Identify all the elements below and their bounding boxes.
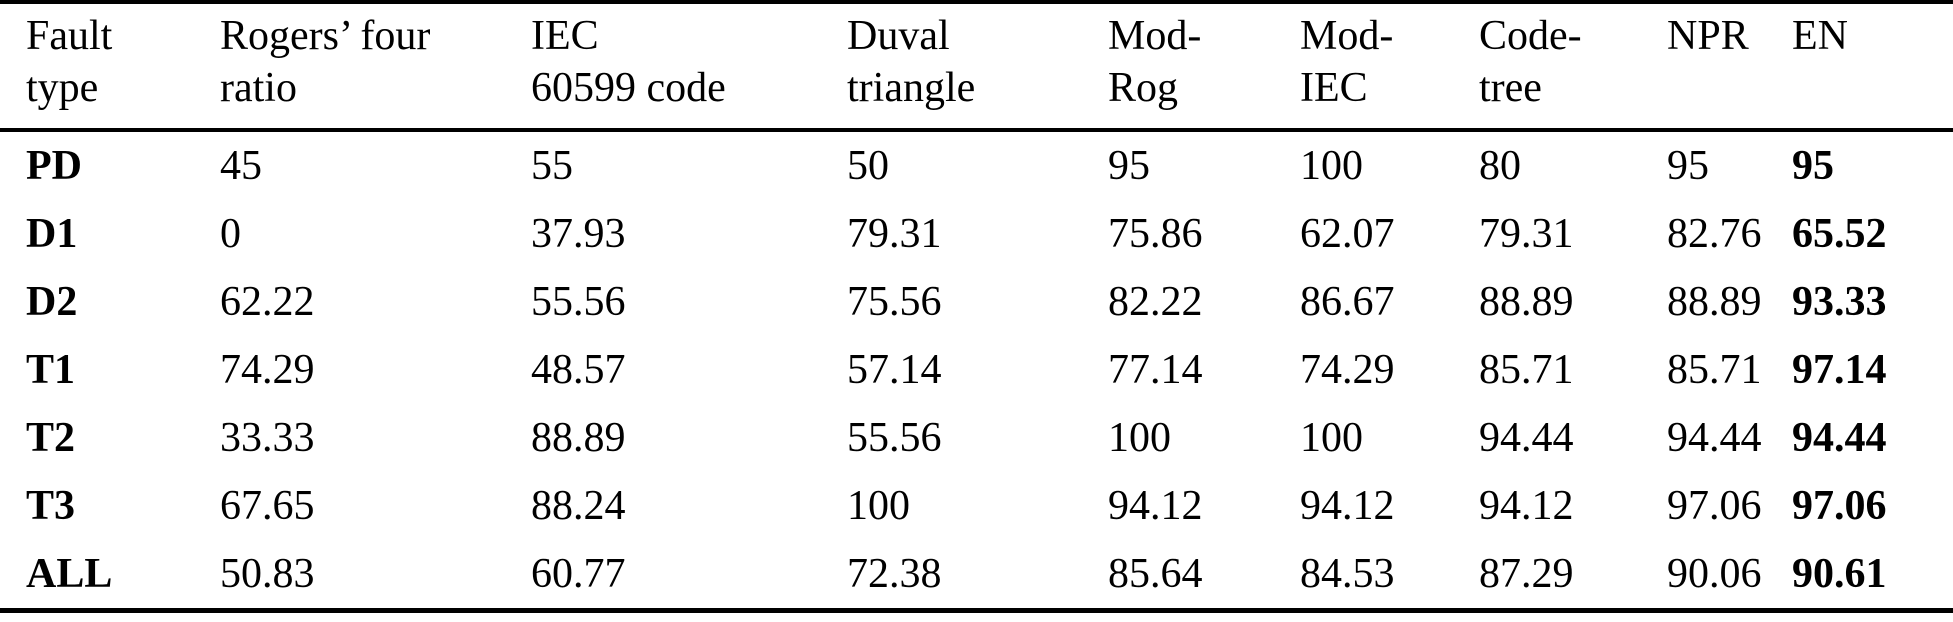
value-cell: 79.31 (1479, 211, 1574, 257)
value-cell: 88.89 (531, 415, 626, 461)
fault-type-cell: D1 (26, 211, 78, 257)
en-value-cell: 65.52 (1792, 211, 1887, 257)
column-header-fault-type: Fault type (0, 2, 220, 132)
value-cell: 100 (847, 483, 910, 529)
column-header-line: IEC (531, 13, 599, 59)
table-row: D1 0 37.93 79.31 75.86 62.07 79.31 82.76 65.52 (0, 200, 1953, 268)
value-cell: 67.65 (220, 483, 315, 529)
value-cell: 86.67 (1300, 279, 1395, 325)
value-cell: 94.44 (1667, 415, 1762, 461)
value-cell: 48.57 (531, 347, 626, 393)
value-cell: 82.76 (1667, 211, 1762, 257)
value-cell: 75.86 (1108, 211, 1203, 257)
value-cell: 85.64 (1108, 551, 1203, 597)
value-cell: 0 (220, 211, 241, 257)
value-cell: 94.44 (1479, 415, 1574, 461)
value-cell: 88.24 (531, 483, 626, 529)
column-header-line: Fault (26, 13, 113, 59)
column-header-line: ratio (220, 65, 297, 111)
column-header-line: Rogers’ four (220, 13, 431, 59)
fault-type-cell: T1 (26, 347, 76, 393)
value-cell: 94.12 (1108, 483, 1203, 529)
fault-type-cell: PD (26, 143, 82, 189)
value-cell: 74.29 (1300, 347, 1395, 393)
column-header-line: NPR (1667, 13, 1749, 59)
value-cell: 100 (1108, 415, 1171, 461)
fault-type-cell: D2 (26, 279, 78, 325)
column-header-line: triangle (847, 65, 976, 111)
column-header-rogers-four-ratio: Rogers’ four ratio (220, 2, 531, 132)
column-header-npr: NPR (1667, 2, 1792, 132)
value-cell: 55.56 (847, 415, 942, 461)
column-header-duval-triangle: Duval triangle (847, 2, 1108, 132)
value-cell: 77.14 (1108, 347, 1203, 393)
value-cell: 95 (1108, 143, 1150, 189)
fault-type-cell: ALL (26, 551, 113, 597)
value-cell: 57.14 (847, 347, 942, 393)
column-header-line: Duval (847, 13, 950, 59)
value-cell: 37.93 (531, 211, 626, 257)
en-value-cell: 97.14 (1792, 347, 1887, 393)
fault-type-cell: T2 (26, 415, 76, 461)
column-header-iec-60599-code: IEC 60599 code (531, 2, 847, 132)
column-header-line: Rog (1108, 65, 1179, 111)
column-header-en: EN (1792, 2, 1953, 132)
table-row: ALL 50.83 60.77 72.38 85.64 84.53 87.29 90.06 90… (0, 540, 1953, 611)
value-cell: 74.29 (220, 347, 315, 393)
value-cell: 45 (220, 143, 262, 189)
value-cell: 55.56 (531, 279, 626, 325)
value-cell: 85.71 (1479, 347, 1574, 393)
value-cell: 75.56 (847, 279, 942, 325)
value-cell: 62.07 (1300, 211, 1395, 257)
table-row: T2 33.33 88.89 55.56 100 100 94.44 94.44 94.44 (0, 404, 1953, 472)
value-cell: 33.33 (220, 415, 315, 461)
column-header-mod-iec: Mod- IEC (1300, 2, 1479, 132)
table-row: D2 62.22 55.56 75.56 82.22 86.67 88.89 88.89 93.… (0, 268, 1953, 336)
en-value-cell: 94.44 (1792, 415, 1887, 461)
value-cell: 80 (1479, 143, 1521, 189)
value-cell: 82.22 (1108, 279, 1203, 325)
value-cell: 62.22 (220, 279, 315, 325)
value-cell: 95 (1667, 143, 1709, 189)
table-row: PD 45 55 50 95 100 80 95 95 (0, 130, 1953, 200)
value-cell: 100 (1300, 143, 1363, 189)
value-cell: 50.83 (220, 551, 315, 597)
column-header-line: type (26, 65, 99, 111)
value-cell: 97.06 (1667, 483, 1762, 529)
table-body: PD 45 55 50 95 100 80 95 95 D1 0 37.93 79.31 75.86 62.… (0, 130, 1953, 611)
en-value-cell: 93.33 (1792, 279, 1887, 325)
value-cell: 50 (847, 143, 889, 189)
table-header: Fault type Rogers’ four ratio IEC 60599 … (0, 2, 1953, 132)
column-header-line: Mod- (1108, 13, 1202, 59)
value-cell: 84.53 (1300, 551, 1395, 597)
fault-type-cell: T3 (26, 483, 76, 529)
en-value-cell: 97.06 (1792, 483, 1887, 529)
value-cell: 94.12 (1300, 483, 1395, 529)
value-cell: 72.38 (847, 551, 942, 597)
column-header-line: 60599 code (531, 65, 726, 111)
column-header-line: Mod- (1300, 13, 1394, 59)
table-header-row: Fault type Rogers’ four ratio IEC 60599 … (0, 2, 1953, 132)
value-cell: 88.89 (1667, 279, 1762, 325)
table-row: T3 67.65 88.24 100 94.12 94.12 94.12 97.06 97.06 (0, 472, 1953, 540)
value-cell: 60.77 (531, 551, 626, 597)
en-value-cell: 90.61 (1792, 551, 1887, 597)
column-header-line: tree (1479, 65, 1542, 111)
value-cell: 55 (531, 143, 573, 189)
column-header-line: EN (1792, 13, 1848, 59)
table-row: T1 74.29 48.57 57.14 77.14 74.29 85.71 85.71 97.… (0, 336, 1953, 404)
value-cell: 90.06 (1667, 551, 1762, 597)
en-value-cell: 95 (1792, 143, 1834, 189)
value-cell: 79.31 (847, 211, 942, 257)
value-cell: 94.12 (1479, 483, 1574, 529)
column-header-line: IEC (1300, 65, 1368, 111)
column-header-code-tree: Code- tree (1479, 2, 1667, 132)
column-header-line: Code- (1479, 13, 1582, 59)
value-cell: 87.29 (1479, 551, 1574, 597)
value-cell: 88.89 (1479, 279, 1574, 325)
value-cell: 85.71 (1667, 347, 1762, 393)
value-cell: 100 (1300, 415, 1363, 461)
column-header-mod-rog: Mod- Rog (1108, 2, 1300, 132)
